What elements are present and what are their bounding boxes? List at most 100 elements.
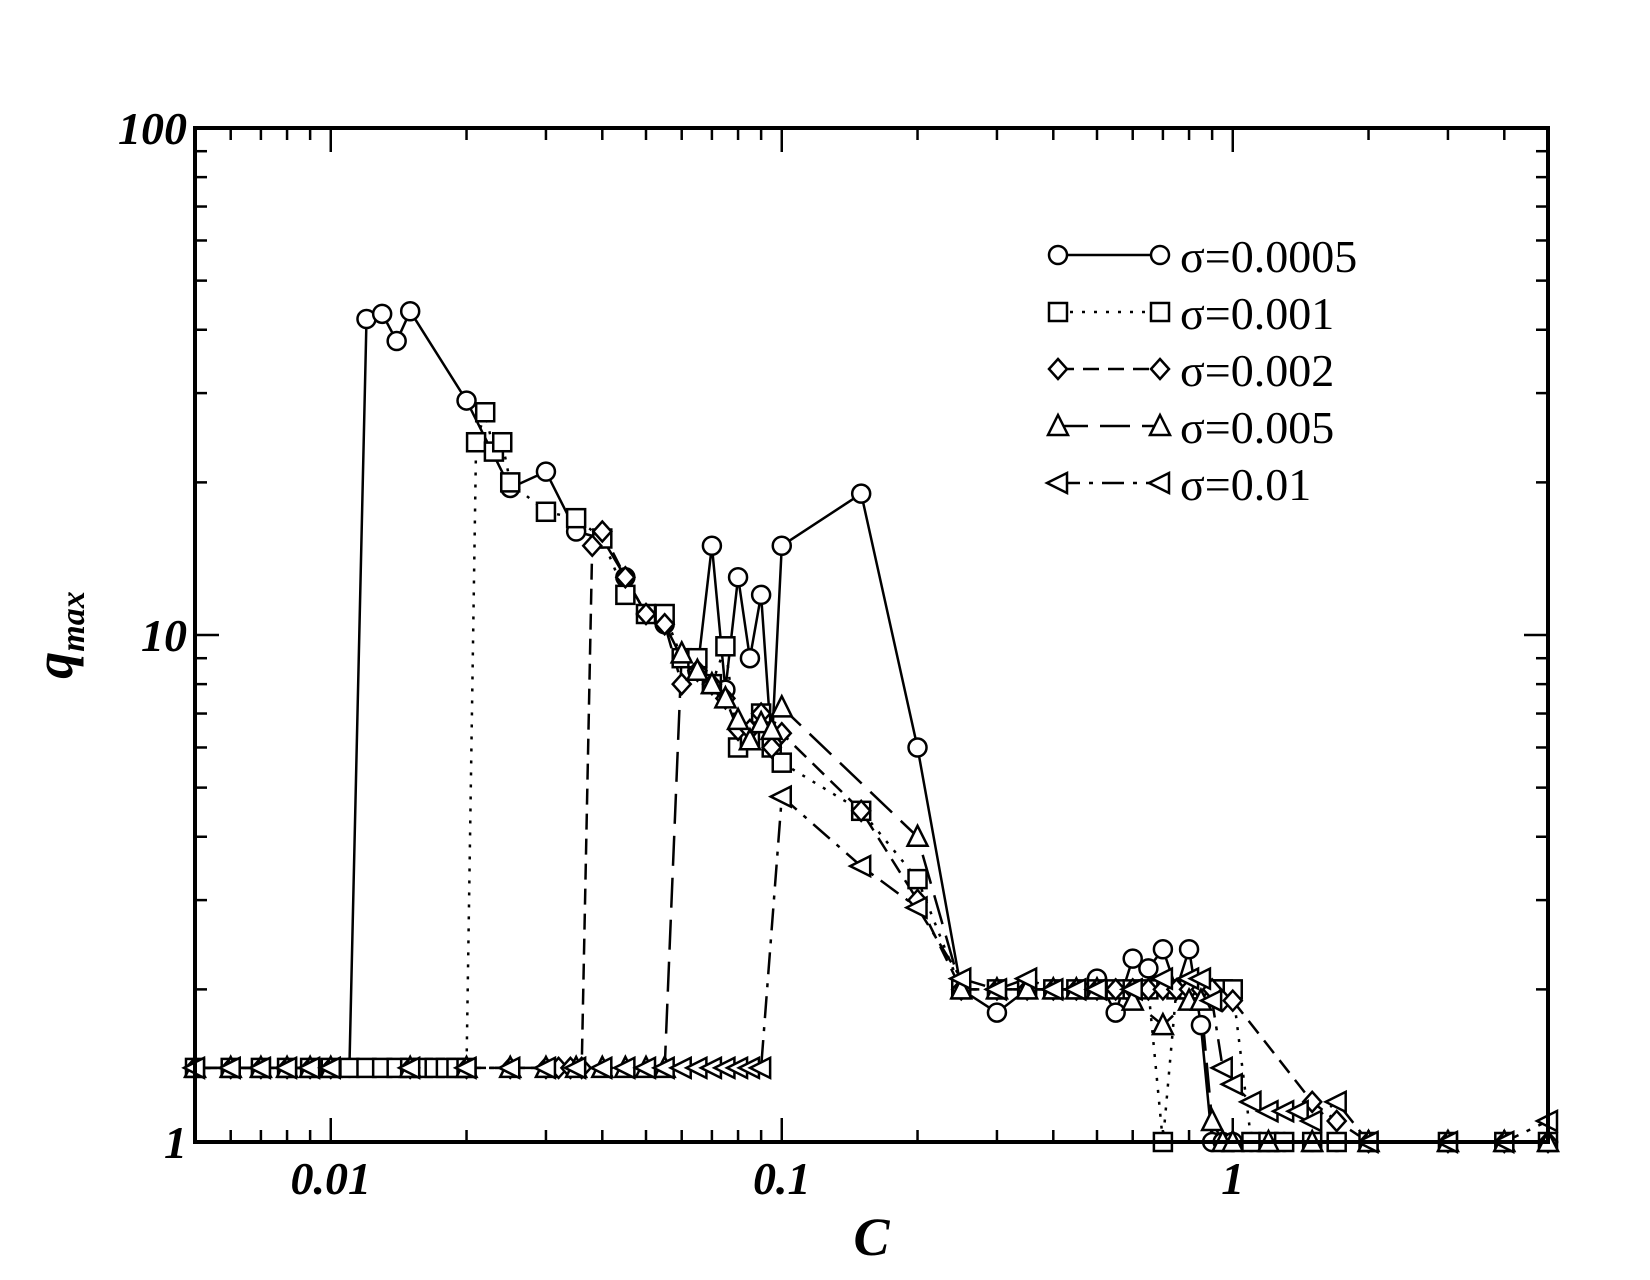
point-s0-36 [1105,1002,1126,1023]
point-s1-21 [535,501,557,523]
point-s4-3 [273,1055,298,1080]
point-s1-30 [715,636,736,657]
point-s3-31 [1120,986,1145,1011]
point-s4-35 [1198,988,1223,1013]
point-s4-7 [452,1055,477,1080]
series-markers [181,301,1561,1155]
point-s0-10 [399,301,421,322]
y-tick-label-0: 1 [164,1117,187,1168]
point-s0-28 [850,483,872,504]
point-s4-30 [1083,977,1108,1002]
legend-label-4: σ=0.01 [1180,459,1311,510]
point-s0-39 [1152,938,1174,960]
legend-label-0: σ=0.0005 [1180,231,1357,282]
point-s0-37 [1122,948,1143,969]
legend-label-3: σ=0.005 [1180,402,1334,453]
series-line-0 [195,308,1548,1144]
point-s2-17 [653,612,676,637]
point-s3-24 [905,822,930,848]
point-s1-17 [474,402,496,423]
point-s0-13 [535,461,557,482]
legend-label-1: σ=0.001 [1180,288,1334,339]
legend-marker-right-0 [1149,244,1171,266]
point-s4-11 [588,1055,613,1080]
point-s4-23 [847,854,872,879]
point-s3-35 [1200,1107,1225,1132]
point-s0-41 [1178,938,1200,960]
point-s0-8 [371,303,393,325]
point-s0-31 [986,1002,1008,1023]
point-s1-6 [339,1057,360,1079]
point-s0-24 [739,647,761,669]
point-s4-38 [1237,1089,1262,1114]
point-s4-5 [316,1055,342,1080]
point-s4-31 [1118,977,1143,1002]
point-s4-37 [1218,1072,1244,1097]
series-lines [195,308,1549,1144]
point-s0-25 [750,584,772,606]
x-tick-label-1: 0.1 [753,1153,811,1204]
point-s2-27 [850,798,872,823]
point-s0-38 [1138,958,1159,979]
plot-frame [193,126,1550,1144]
point-s3-16 [685,656,710,682]
x-axis-title: C [853,1207,890,1267]
point-s4-1 [216,1055,241,1080]
legend-marker-left-0 [1047,244,1069,266]
legend-marker-right-1 [1149,301,1171,323]
point-s4-28 [1039,977,1064,1002]
series-line-4 [195,794,1549,1144]
point-s0-42 [1190,1014,1212,1036]
point-s4-36 [1208,1055,1233,1080]
point-s4-6 [396,1055,421,1080]
point-s1-22 [565,507,587,529]
point-s1-35 [771,752,793,773]
legend-marker-left-3 [1045,412,1071,437]
point-s3-17 [699,670,724,695]
x-tick-label-2: 1 [1221,1153,1244,1204]
point-s0-11 [456,390,477,411]
point-s1-37 [907,868,928,890]
y-axis-title-subscript: max [55,591,92,651]
legend-marker-right-4 [1146,470,1171,496]
legend-marker-left-4 [1044,470,1069,496]
legend-marker-right-2 [1149,357,1171,381]
point-s2-13 [581,533,603,558]
y-axis-title-main: q [24,652,84,679]
point-s3-22 [759,716,784,741]
point-s4-42 [1298,1108,1323,1134]
point-s4-34 [1187,966,1212,991]
point-s4-41 [1284,1099,1309,1124]
legend: σ=0.0005 σ=0.001 σ=0.002 σ=0.005 σ=0.01 [1044,231,1357,510]
y-tick-label-2: 100 [118,103,187,154]
point-s2-14 [591,519,613,544]
point-s2-25 [761,735,783,760]
y-axis-title: qmax [24,591,92,678]
point-s4-24 [903,895,928,920]
point-s3-25 [949,975,974,1000]
point-s3-20 [737,726,762,751]
point-s4-27 [1013,966,1038,991]
legend-marker-right-3 [1147,412,1173,437]
point-s4-25 [947,966,972,991]
legend-marker-left-1 [1047,301,1069,323]
point-s0-29 [907,737,928,758]
point-s1-16 [465,431,487,453]
point-s3-21 [749,709,774,734]
point-s2-35 [1104,977,1127,1002]
point-s2-16 [635,602,657,626]
point-s4-22 [767,784,793,809]
point-s1-19 [491,431,513,453]
legend-marker-left-2 [1047,357,1069,381]
point-s3-19 [726,706,751,731]
point-s0-23 [727,566,749,588]
point-s3-15 [669,639,694,664]
point-s1-20 [499,472,521,493]
point-s4-2 [247,1055,272,1080]
point-s3-32 [1150,1011,1175,1036]
point-s4-26 [983,977,1008,1002]
point-s0-27 [771,535,793,556]
point-s4-8 [496,1055,521,1080]
